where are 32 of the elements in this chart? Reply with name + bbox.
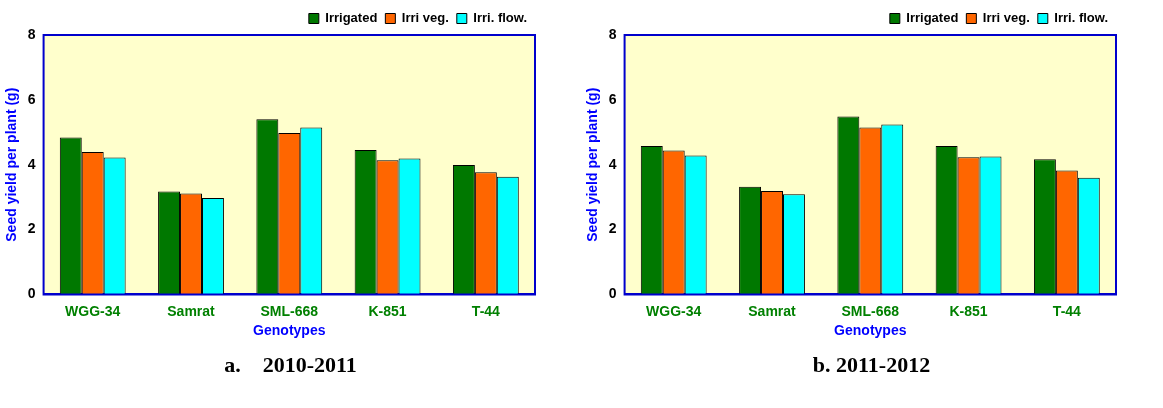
x-tick-label: T-44 xyxy=(1052,302,1082,319)
y-axis-title: Seed yield per plant (g) xyxy=(584,87,601,242)
x-axis-title: Genotypes xyxy=(253,322,326,339)
legend-label: Irri veg. xyxy=(982,10,1030,26)
x-tick-label: WGG-34 xyxy=(65,302,121,319)
x-tick-label: Samrat xyxy=(748,302,797,319)
y-tick-label: 0 xyxy=(27,285,36,302)
y-tick-label: 6 xyxy=(27,90,36,107)
y-tick-label: 6 xyxy=(608,90,617,107)
y-axis-title: Seed yield per plant (g) xyxy=(3,87,20,242)
y-tick-label: 8 xyxy=(27,25,36,42)
y-tick-label: 2 xyxy=(608,220,617,237)
x-tick-label: K-851 xyxy=(368,302,407,319)
x-tick-label: T-44 xyxy=(471,302,501,319)
y-tick-label: 8 xyxy=(608,25,617,42)
x-tick-label: SML-668 xyxy=(841,302,900,319)
legend-label: Irri. flow. xyxy=(1054,10,1109,26)
x-tick-label: K-851 xyxy=(949,302,988,319)
y-tick-label: 4 xyxy=(27,155,36,172)
x-tick-label: WGG-34 xyxy=(646,302,702,319)
y-tick-label: 2 xyxy=(27,220,36,237)
legend-label: Irri. flow. xyxy=(473,10,528,26)
legend-label: Irrigated xyxy=(906,10,959,26)
text: a. 2010-2011 xyxy=(223,352,358,378)
legend-label: Irri veg. xyxy=(401,10,449,26)
y-tick-label: 4 xyxy=(608,155,617,172)
legend-label: Irrigated xyxy=(325,10,378,26)
y-tick-label: 0 xyxy=(608,285,617,302)
x-axis-title: Genotypes xyxy=(834,322,907,339)
x-tick-label: Samrat xyxy=(167,302,216,319)
x-tick-label: SML-668 xyxy=(260,302,319,319)
text: b. 2011-2012 xyxy=(811,352,932,378)
